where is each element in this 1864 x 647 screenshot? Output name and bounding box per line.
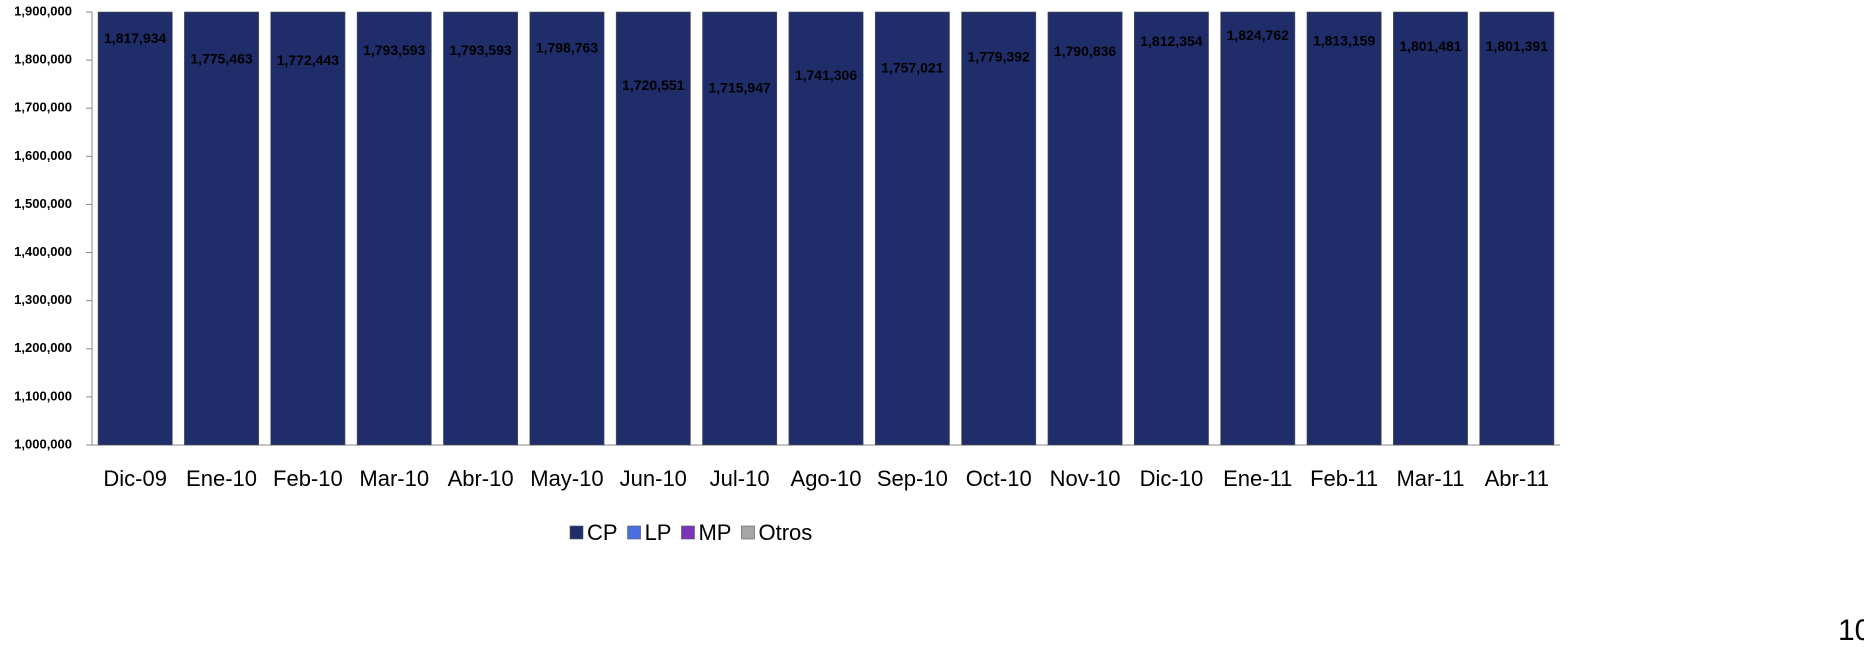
- bar-segment: [270, 11, 346, 446]
- total-label: 1,824,762: [1227, 27, 1289, 43]
- total-label: 1,720,551: [622, 77, 684, 93]
- bar-segment: [1306, 11, 1382, 446]
- y-tick-label: 1,900,000: [14, 3, 72, 18]
- bar-segment: [788, 11, 864, 446]
- legend-label: CP: [587, 520, 618, 545]
- x-tick-label: Ene-11: [1223, 466, 1292, 491]
- total-label: 1,801,391: [1486, 38, 1548, 54]
- bar-segment: [1133, 11, 1209, 446]
- y-tick-label: 1,200,000: [14, 340, 72, 355]
- legend-label: LP: [645, 520, 672, 545]
- page-number: 10: [1838, 614, 1864, 647]
- legend-swatch: [627, 525, 641, 540]
- bar-segment: [184, 11, 259, 446]
- x-tick-label: Abr-10: [448, 466, 514, 491]
- bar-segment: [615, 11, 691, 446]
- total-label: 1,817,934: [104, 30, 166, 46]
- x-tick-label: Mar-11: [1396, 466, 1464, 491]
- total-label: 1,813,159: [1313, 32, 1375, 48]
- total-label: 1,793,593: [449, 42, 511, 58]
- x-tick-label: Ago-10: [791, 466, 862, 491]
- total-label: 1,772,443: [277, 52, 339, 68]
- bar-segment: [443, 11, 519, 446]
- x-tick-label: Mar-10: [359, 466, 429, 491]
- bar-segment: [702, 11, 778, 446]
- y-tick-label: 1,300,000: [14, 292, 72, 307]
- bar-segment: [1220, 11, 1296, 446]
- legend-swatch: [741, 525, 755, 540]
- bar-segment: [961, 11, 1037, 446]
- total-label: 1,793,593: [363, 42, 425, 58]
- y-tick-label: 1,700,000: [14, 100, 72, 115]
- x-tick-label: Feb-10: [273, 466, 343, 491]
- bar-segment: [529, 11, 605, 446]
- legend-swatch: [681, 525, 695, 540]
- total-label: 1,798,763: [536, 39, 598, 55]
- bar-segment: [1393, 11, 1468, 446]
- legend-swatch: [569, 525, 584, 540]
- total-label: 1,790,836: [1054, 43, 1116, 59]
- total-label: 1,757,021: [881, 59, 943, 75]
- y-tick-label: 1,500,000: [14, 196, 72, 211]
- y-tick-label: 1,100,000: [14, 388, 72, 403]
- total-label: 1,775,463: [190, 51, 252, 67]
- x-tick-label: Oct-10: [966, 466, 1032, 491]
- x-tick-label: Dic-09: [103, 466, 167, 491]
- y-tick-label: 1,400,000: [14, 244, 72, 259]
- total-label: 1,741,306: [795, 67, 857, 83]
- x-tick-label: May-10: [530, 466, 603, 491]
- x-tick-label: Ene-10: [186, 466, 257, 491]
- x-tick-label: Nov-10: [1050, 466, 1121, 491]
- bar-segment: [1047, 11, 1123, 446]
- total-label: 1,779,392: [968, 49, 1030, 65]
- bar-segment: [874, 11, 950, 446]
- y-tick-label: 1,800,000: [14, 52, 72, 67]
- bar-segment: [97, 11, 173, 446]
- x-tick-label: Jul-10: [710, 466, 770, 491]
- x-tick-label: Dic-10: [1140, 466, 1204, 491]
- x-tick-label: Feb-11: [1310, 466, 1378, 491]
- y-tick-label: 1,600,000: [14, 148, 72, 163]
- bar-segment: [1479, 11, 1555, 446]
- legend-label: MP: [698, 520, 731, 545]
- x-tick-label: Abr-11: [1485, 466, 1549, 491]
- total-label: 1,715,947: [708, 79, 770, 95]
- total-label: 1,801,481: [1399, 38, 1461, 54]
- bar-segment: [356, 11, 432, 446]
- x-tick-label: Sep-10: [877, 466, 948, 491]
- y-tick-label: 1,000,000: [14, 436, 72, 451]
- total-label: 1,812,354: [1140, 33, 1202, 49]
- x-tick-label: Jun-10: [620, 466, 687, 491]
- legend-label: Otros: [758, 520, 812, 545]
